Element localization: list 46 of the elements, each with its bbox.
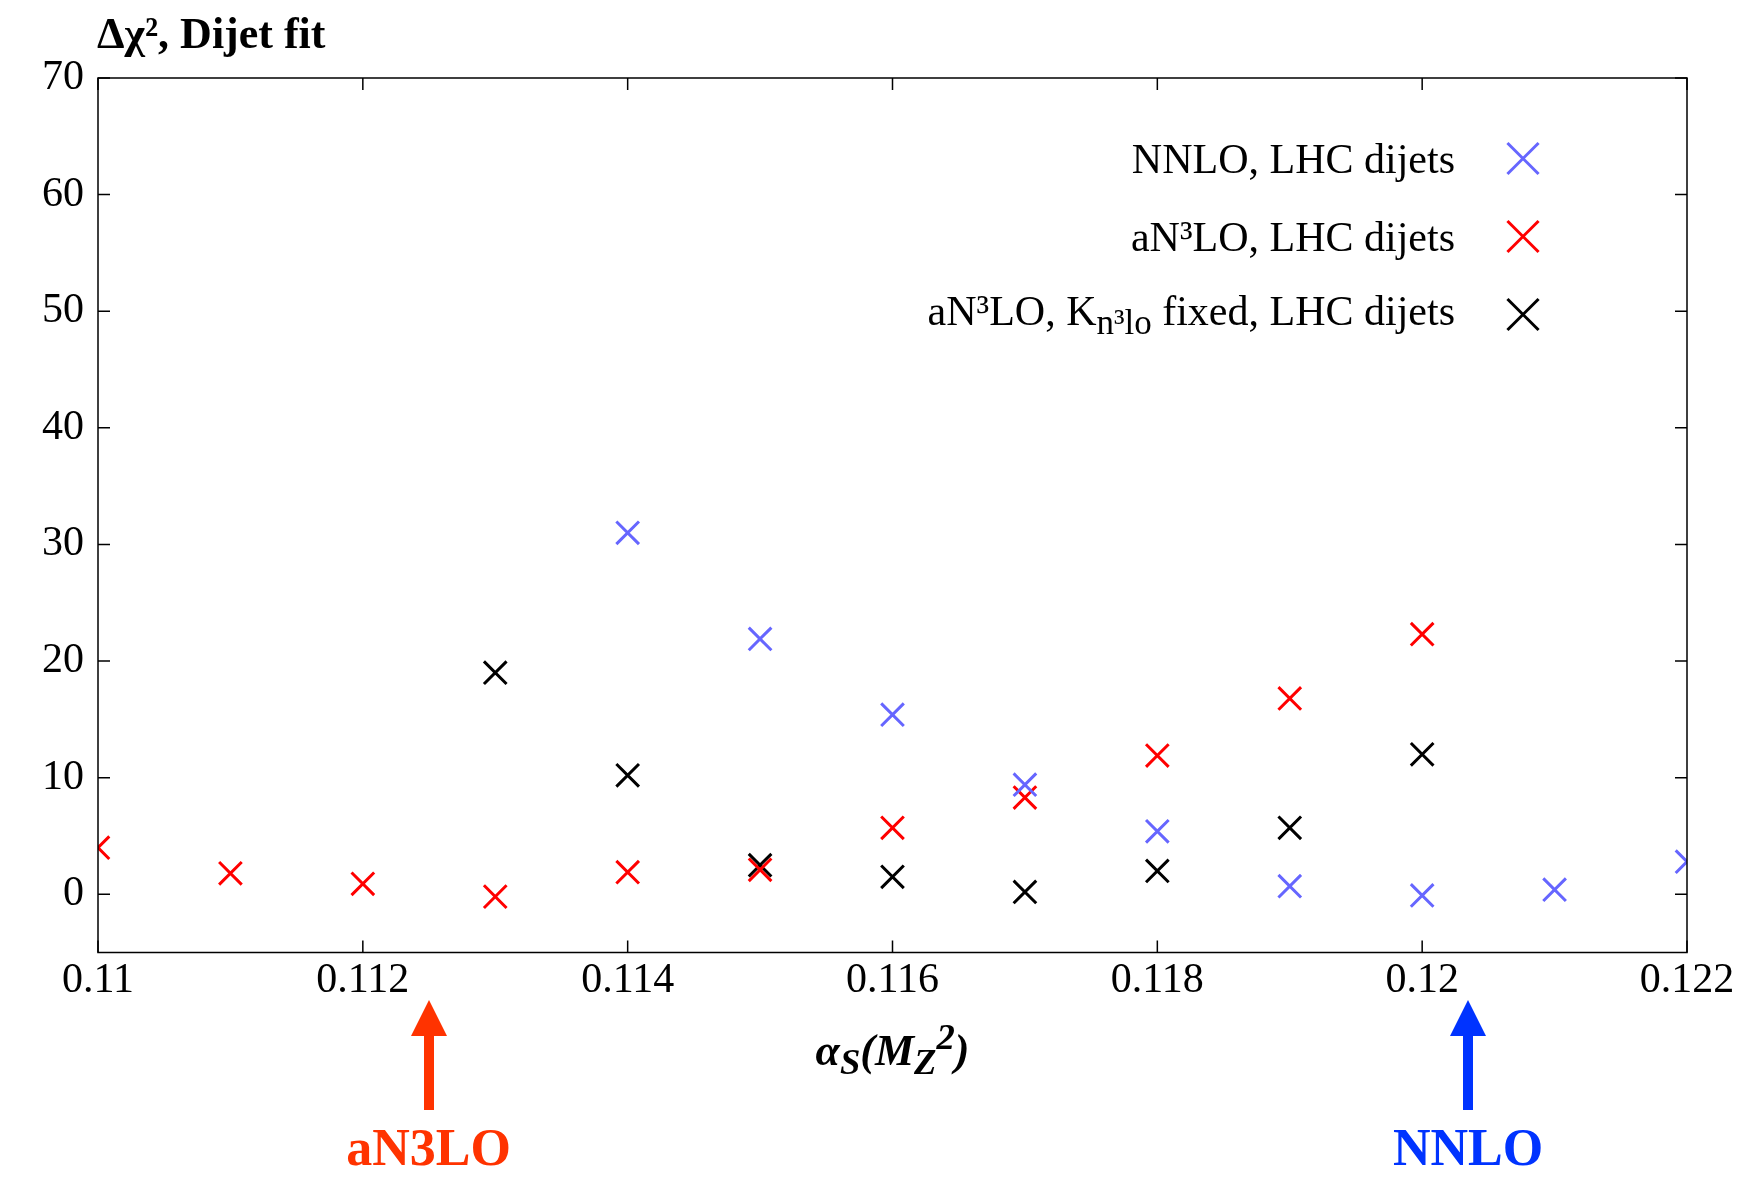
point — [1012, 879, 1038, 905]
legend-label: aN³LO, LHC dijets — [1130, 213, 1455, 261]
x-tick-label: 0.116 — [846, 954, 939, 1001]
x-tick-label: 0.122 — [1639, 954, 1735, 1001]
y-tick-label: 0 — [63, 868, 84, 915]
y-tick-label: 10 — [42, 751, 84, 798]
x-tick-label: 0.112 — [316, 954, 410, 1001]
legend-label: aN³LO, K$_{n³lo}$ fixed, LHC dijets — [927, 286, 1455, 344]
point — [1409, 882, 1435, 909]
y-tick-label: 50 — [42, 285, 84, 332]
point — [747, 856, 773, 883]
point — [1276, 873, 1303, 899]
point — [1276, 685, 1303, 712]
point — [879, 863, 906, 890]
x-tick-label: 0.114 — [581, 954, 675, 1001]
point — [1144, 742, 1171, 769]
y-tick-label: 30 — [42, 518, 84, 565]
text: aN3LO — [346, 1118, 511, 1177]
point — [879, 815, 906, 841]
y-tick-label: 40 — [42, 401, 84, 448]
y-tick-label: 70 — [42, 52, 84, 99]
point — [614, 762, 641, 789]
point — [1409, 621, 1435, 648]
point — [1409, 741, 1435, 768]
point — [614, 859, 641, 885]
point — [614, 519, 641, 546]
chart-title: Δχ², Dijet fit — [97, 8, 326, 59]
point — [1276, 815, 1303, 841]
point — [1144, 858, 1171, 884]
point — [350, 870, 376, 897]
point — [482, 883, 509, 910]
point — [1012, 771, 1038, 798]
point — [747, 626, 773, 652]
point — [1541, 876, 1568, 903]
point — [879, 701, 906, 728]
x-tick-label: 0.12 — [1385, 954, 1459, 1001]
x-tick-label: 0.118 — [1110, 954, 1204, 1001]
point — [482, 659, 509, 686]
x-axis-title: α$_{S}$(M$_{Z}$$^{2}$) — [815, 1015, 970, 1084]
point — [1144, 818, 1171, 845]
y-tick-label: 60 — [42, 168, 84, 215]
y-tick-label: 20 — [42, 635, 84, 682]
point — [217, 860, 244, 887]
text: NNLO — [1393, 1118, 1544, 1177]
x-tick-label: 0.11 — [62, 954, 134, 1001]
legend-label: NNLO, LHC dijets — [1131, 135, 1455, 183]
